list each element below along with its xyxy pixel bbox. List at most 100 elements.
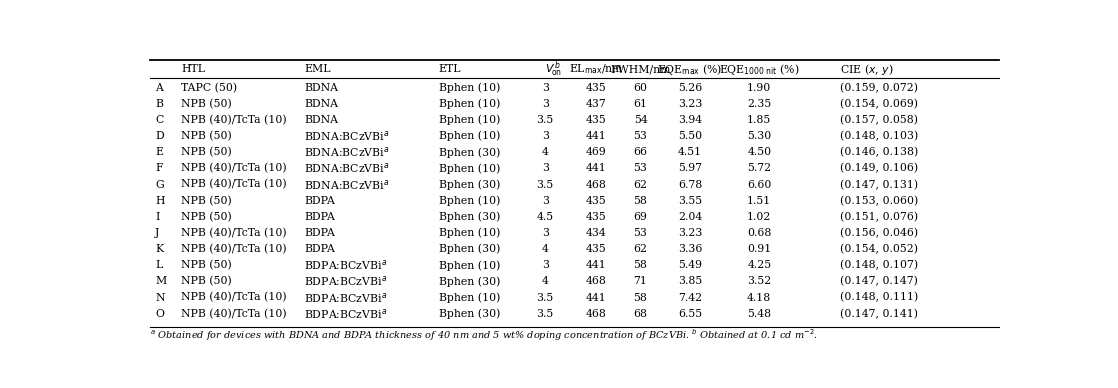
Text: BDPA:BCzVBi$^a$: BDPA:BCzVBi$^a$ [304, 258, 388, 272]
Text: ETL: ETL [438, 64, 462, 74]
Text: Bphen (10): Bphen (10) [438, 196, 500, 206]
Text: FWHM/nm: FWHM/nm [610, 64, 671, 74]
Text: 3.23: 3.23 [678, 228, 702, 238]
Text: NPB (50): NPB (50) [181, 131, 233, 141]
Text: NPB (40)/TcTa (10): NPB (40)/TcTa (10) [181, 179, 287, 190]
Text: 3.5: 3.5 [537, 180, 553, 190]
Text: 2.04: 2.04 [678, 212, 702, 222]
Text: 4.51: 4.51 [678, 147, 702, 157]
Text: $V_{\!\mathrm{on}}^{\,b}$: $V_{\!\mathrm{on}}^{\,b}$ [546, 59, 562, 79]
Text: BDNA:BCzVBi$^a$: BDNA:BCzVBi$^a$ [304, 178, 390, 192]
Text: 3.36: 3.36 [678, 244, 702, 254]
Text: D: D [155, 131, 164, 141]
Text: 53: 53 [634, 131, 647, 141]
Text: K: K [155, 244, 163, 254]
Text: CIE ($x$, $y$): CIE ($x$, $y$) [840, 62, 893, 77]
Text: N: N [155, 293, 164, 303]
Text: HTL: HTL [181, 64, 206, 74]
Text: BDPA:BCzVBi$^a$: BDPA:BCzVBi$^a$ [304, 307, 388, 320]
Text: 3: 3 [542, 196, 549, 206]
Text: 5.48: 5.48 [747, 308, 771, 319]
Text: Bphen (10): Bphen (10) [438, 260, 500, 270]
Text: I: I [155, 212, 160, 222]
Text: (0.154, 0.052): (0.154, 0.052) [840, 244, 918, 254]
Text: 468: 468 [586, 180, 607, 190]
Text: 435: 435 [586, 115, 607, 125]
Text: 435: 435 [586, 83, 607, 93]
Text: 4.18: 4.18 [747, 293, 771, 303]
Text: 0.91: 0.91 [747, 244, 771, 254]
Text: 2.35: 2.35 [747, 99, 771, 109]
Text: (0.154, 0.069): (0.154, 0.069) [840, 99, 918, 109]
Text: NPB (50): NPB (50) [181, 99, 233, 109]
Text: NPB (50): NPB (50) [181, 147, 233, 158]
Text: C: C [155, 115, 163, 125]
Text: NPB (40)/TcTa (10): NPB (40)/TcTa (10) [181, 308, 287, 319]
Text: 66: 66 [634, 147, 647, 157]
Text: Bphen (30): Bphen (30) [438, 147, 500, 158]
Text: TAPC (50): TAPC (50) [181, 83, 237, 93]
Text: 6.60: 6.60 [747, 180, 771, 190]
Text: 441: 441 [586, 131, 607, 141]
Text: NPB (50): NPB (50) [181, 196, 233, 206]
Text: 5.49: 5.49 [678, 260, 702, 270]
Text: (0.148, 0.111): (0.148, 0.111) [840, 292, 918, 303]
Text: 3.85: 3.85 [678, 276, 702, 286]
Text: 3: 3 [542, 228, 549, 238]
Text: (0.156, 0.046): (0.156, 0.046) [840, 228, 918, 238]
Text: BDPA: BDPA [304, 212, 335, 222]
Text: 468: 468 [586, 308, 607, 319]
Text: B: B [155, 99, 163, 109]
Text: 62: 62 [634, 180, 647, 190]
Text: (0.151, 0.076): (0.151, 0.076) [840, 212, 918, 222]
Text: 3.5: 3.5 [537, 308, 553, 319]
Text: 3: 3 [542, 131, 549, 141]
Text: (0.148, 0.107): (0.148, 0.107) [840, 260, 918, 270]
Text: 3: 3 [542, 163, 549, 173]
Text: 437: 437 [586, 99, 607, 109]
Text: EL$_{\mathrm{max}}$/nm: EL$_{\mathrm{max}}$/nm [569, 62, 624, 76]
Text: Bphen (10): Bphen (10) [438, 163, 500, 174]
Text: 3.5: 3.5 [537, 115, 553, 125]
Text: Bphen (10): Bphen (10) [438, 83, 500, 93]
Text: (0.147, 0.147): (0.147, 0.147) [840, 276, 918, 287]
Text: O: O [155, 308, 164, 319]
Text: BDPA: BDPA [304, 196, 335, 206]
Text: G: G [155, 180, 164, 190]
Text: 58: 58 [634, 260, 647, 270]
Text: BDPA: BDPA [304, 228, 335, 238]
Text: BDNA:BCzVBi$^a$: BDNA:BCzVBi$^a$ [304, 129, 390, 143]
Text: NPB (40)/TcTa (10): NPB (40)/TcTa (10) [181, 115, 287, 125]
Text: BDPA: BDPA [304, 244, 335, 254]
Text: 3: 3 [542, 99, 549, 109]
Text: 3: 3 [542, 83, 549, 93]
Text: Bphen (10): Bphen (10) [438, 131, 500, 142]
Text: 3.94: 3.94 [678, 115, 702, 125]
Text: 441: 441 [586, 293, 607, 303]
Text: Bphen (30): Bphen (30) [438, 211, 500, 222]
Text: 71: 71 [634, 276, 647, 286]
Text: 1.51: 1.51 [747, 196, 771, 206]
Text: Bphen (10): Bphen (10) [438, 99, 500, 109]
Text: 435: 435 [586, 196, 607, 206]
Text: 1.90: 1.90 [747, 83, 771, 93]
Text: BDNA: BDNA [304, 99, 339, 109]
Text: M: M [155, 276, 167, 286]
Text: (0.146, 0.138): (0.146, 0.138) [840, 147, 918, 158]
Text: 58: 58 [634, 293, 647, 303]
Text: (0.159, 0.072): (0.159, 0.072) [840, 83, 918, 93]
Text: 6.55: 6.55 [678, 308, 702, 319]
Text: 3: 3 [542, 260, 549, 270]
Text: 4: 4 [542, 147, 549, 157]
Text: EQE$_{\mathrm{max}}$ (%): EQE$_{\mathrm{max}}$ (%) [657, 62, 722, 77]
Text: 1.85: 1.85 [747, 115, 771, 125]
Text: Bphen (30): Bphen (30) [438, 179, 500, 190]
Text: NPB (50): NPB (50) [181, 212, 233, 222]
Text: 4: 4 [542, 244, 549, 254]
Text: A: A [155, 83, 163, 93]
Text: L: L [155, 260, 162, 270]
Text: Bphen (10): Bphen (10) [438, 115, 500, 125]
Text: (0.147, 0.131): (0.147, 0.131) [840, 179, 918, 190]
Text: EQE$_{\mathrm{1000\ nit}}$ (%): EQE$_{\mathrm{1000\ nit}}$ (%) [719, 62, 799, 77]
Text: 3.55: 3.55 [678, 196, 702, 206]
